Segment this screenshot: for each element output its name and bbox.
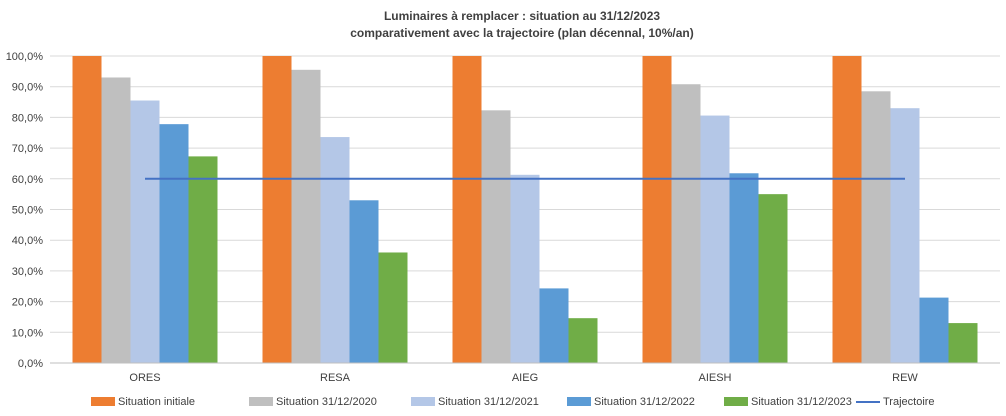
bar-resa-series-3 (320, 137, 350, 363)
y-tick-label: 0,0% (18, 358, 43, 370)
bar-aiesh-series-3 (700, 115, 730, 363)
bar-rew-series-1 (832, 56, 862, 363)
y-tick-label: 30,0% (12, 266, 43, 278)
bar-resa-series-1 (262, 56, 292, 363)
legend-label: Situation 31/12/2023 (751, 396, 852, 408)
bar-aieg-series-2 (481, 110, 511, 364)
bar-rew-series-5 (948, 323, 978, 363)
bar-resa-series-2 (291, 69, 321, 363)
y-tick-label: 50,0% (12, 205, 43, 217)
x-tick-label: RESA (320, 372, 351, 384)
legend-label: Situation 31/12/2022 (594, 396, 695, 408)
bar-aieg-series-1 (452, 56, 482, 363)
y-tick-label: 70,0% (12, 143, 43, 155)
bar-resa-series-4 (349, 200, 379, 363)
bar-ores-series-1 (72, 56, 102, 363)
y-tick-label: 20,0% (12, 297, 43, 309)
y-tick-label: 60,0% (12, 174, 43, 186)
legend-swatch (724, 397, 748, 406)
legend-swatch (249, 397, 273, 406)
bar-resa-series-5 (378, 252, 408, 363)
bar-rew-series-3 (890, 108, 920, 363)
bar-rew-series-4 (919, 297, 949, 363)
bar-aiesh-series-5 (758, 194, 788, 363)
bar-rew-series-2 (861, 91, 891, 364)
legend-swatch (91, 397, 115, 406)
chart-title: Luminaires à remplacer : situation au 31… (350, 9, 693, 40)
bar-aieg-series-3 (510, 174, 540, 363)
bar-ores-series-4 (159, 124, 189, 364)
x-axis: ORES RESA AIEG AIESH REW (50, 362, 1000, 384)
y-tick-label: 40,0% (12, 235, 43, 247)
x-tick-label: ORES (129, 372, 160, 384)
x-tick-label: AIESH (698, 372, 731, 384)
x-tick-label: AIEG (512, 372, 538, 384)
bar-ores-series-5 (188, 156, 218, 363)
legend-swatch (411, 397, 435, 406)
legend-label: Situation 31/12/2021 (438, 396, 539, 408)
bar-ores-series-2 (101, 77, 131, 364)
y-tick-label: 100,0% (6, 51, 44, 63)
bar-aieg-series-4 (539, 288, 569, 363)
bars (72, 56, 978, 364)
legend-label: Situation 31/12/2020 (276, 396, 377, 408)
legend-label: Trajectoire (883, 396, 935, 408)
legend: Situation initiale Situation 31/12/2020 Si… (91, 396, 935, 408)
y-tick-label: 10,0% (12, 327, 43, 339)
chart-title-line-1: Luminaires à remplacer : situation au 31… (384, 9, 660, 23)
bar-aiesh-series-2 (671, 84, 701, 363)
y-tick-label: 90,0% (12, 82, 43, 94)
chart-title-line-2: comparativement avec la trajectoire (pla… (350, 26, 693, 40)
x-tick-label: REW (892, 372, 918, 384)
bar-aiesh-series-4 (729, 173, 759, 363)
bar-ores-series-3 (130, 100, 160, 363)
legend-label: Situation initiale (118, 396, 195, 408)
bar-aieg-series-5 (568, 318, 598, 363)
bar-aiesh-series-1 (642, 56, 672, 363)
legend-swatch (567, 397, 591, 406)
y-tick-label: 80,0% (12, 112, 43, 124)
y-axis-ticks: 0,0% 10,0% 20,0% 30,0% 40,0% 50,0% 60,0% 70,0% 8… (6, 51, 44, 370)
